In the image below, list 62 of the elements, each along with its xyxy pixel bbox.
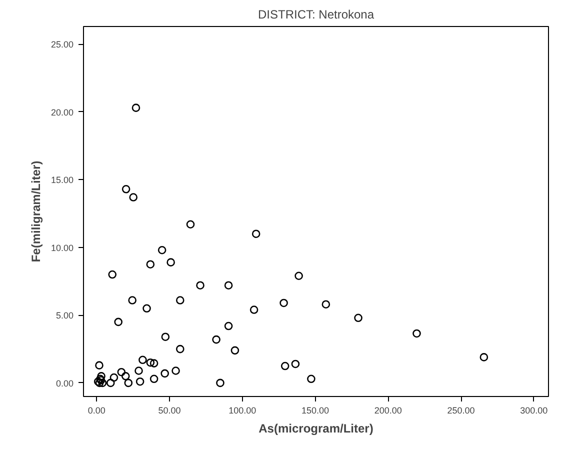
y-tick-label: 25.00: [50, 40, 74, 50]
point: [224, 322, 233, 330]
point: [124, 378, 133, 388]
point: [322, 300, 330, 308]
x-tick-label: 0.00: [88, 406, 106, 416]
point: [412, 329, 421, 338]
point: [134, 366, 143, 375]
x-tick-label: 100.00: [228, 406, 256, 416]
x-tick-label: 200.00: [374, 406, 402, 416]
point: [114, 318, 122, 326]
point: [158, 246, 166, 254]
point: [160, 369, 169, 378]
x-axis-title: As(microgram/Liter): [258, 422, 374, 436]
x-tick-label: 50.00: [158, 406, 181, 416]
point: [480, 353, 488, 362]
y-tick-label: 0.00: [56, 378, 74, 388]
y-tick-label: 10.00: [50, 242, 74, 253]
point: [230, 346, 240, 355]
x-tick-label: 300.00: [520, 406, 548, 416]
point: [186, 220, 195, 229]
point: [291, 360, 300, 368]
point: [354, 314, 362, 322]
point: [212, 335, 220, 344]
point: [98, 378, 107, 388]
point: [95, 361, 104, 370]
y-tick-label: 20.00: [50, 107, 74, 118]
point: [307, 374, 316, 384]
point: [122, 184, 130, 194]
point: [176, 296, 184, 304]
point: [106, 378, 115, 388]
x-tick-label: 250.00: [447, 406, 475, 416]
point: [136, 377, 144, 386]
point: [110, 373, 118, 382]
point: [216, 378, 224, 388]
point: [146, 358, 155, 367]
point: [150, 359, 158, 368]
point: [294, 272, 303, 280]
point: [108, 270, 117, 279]
point: [280, 362, 290, 370]
point: [138, 356, 147, 364]
point: [166, 258, 175, 266]
x-tick-label: 150.00: [302, 406, 330, 416]
point: [121, 372, 130, 380]
point: [128, 296, 136, 304]
point: [252, 230, 260, 238]
point: [176, 344, 184, 354]
point: [132, 104, 140, 112]
point: [196, 281, 204, 290]
y-tick-label: 5.00: [56, 310, 74, 321]
y-tick-label: 15.00: [50, 175, 74, 186]
y-axis-title: Fe(miligram/Liter): [28, 160, 43, 262]
point: [280, 298, 288, 308]
chart-title: DISTRICT: Netrokona: [258, 8, 374, 22]
point: [161, 332, 170, 342]
point: [129, 193, 138, 202]
point: [224, 281, 233, 290]
point: [250, 306, 258, 314]
point: [172, 366, 180, 375]
point: [146, 260, 155, 268]
point: [117, 368, 126, 376]
point: [150, 374, 158, 384]
point: [142, 304, 151, 313]
